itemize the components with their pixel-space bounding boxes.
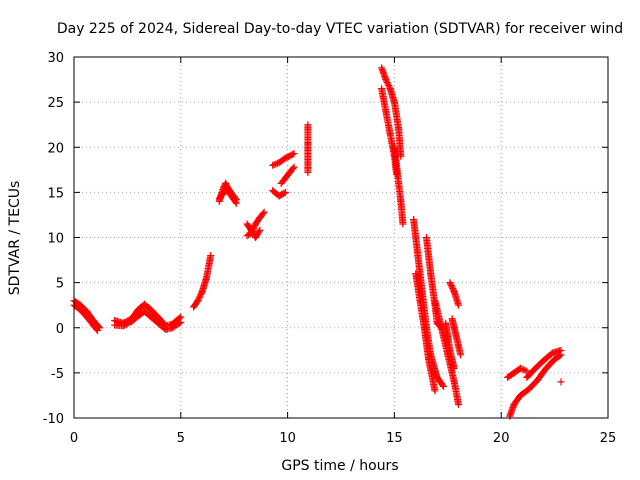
data-point <box>93 326 101 334</box>
data-point <box>194 297 202 305</box>
data-point <box>557 378 565 386</box>
x-tick-label: 0 <box>70 431 78 446</box>
axis-ticks: 0 5 10 15 20 25 -10 -5 0 5 10 15 20 25 30 <box>43 51 617 446</box>
x-tick-label: 10 <box>279 431 296 446</box>
y-tick-label: -10 <box>43 412 64 427</box>
data-point <box>447 280 455 288</box>
data-point <box>446 279 454 287</box>
data-point <box>195 295 203 303</box>
x-axis-label: GPS time / hours <box>281 458 398 474</box>
data-point <box>454 400 462 408</box>
data-point <box>196 292 204 300</box>
data-point <box>260 208 268 216</box>
data-point <box>256 226 264 234</box>
data-point <box>255 228 263 236</box>
data-point <box>557 346 565 354</box>
data-point <box>520 366 528 374</box>
data-point <box>457 351 465 359</box>
data-point <box>450 364 458 372</box>
data-point <box>231 198 239 206</box>
data-point <box>177 318 185 326</box>
grid <box>74 57 608 418</box>
data-point <box>449 286 457 294</box>
data-point <box>289 164 297 172</box>
data-point <box>195 294 203 302</box>
data-point <box>289 150 297 158</box>
data-point <box>222 179 230 187</box>
data-points <box>70 64 565 420</box>
data-point <box>175 319 183 327</box>
data-point <box>280 189 288 197</box>
chart-title: Day 225 of 2024, Sidereal Day-to-day VTE… <box>57 21 623 37</box>
data-point <box>439 381 447 389</box>
data-point <box>448 283 456 291</box>
data-point <box>385 82 393 90</box>
y-tick-label: 5 <box>56 277 64 292</box>
data-point <box>207 252 215 260</box>
data-point <box>449 285 457 293</box>
data-point <box>259 210 267 218</box>
data-point <box>383 77 391 85</box>
data-point <box>382 76 390 84</box>
data-point <box>222 181 230 189</box>
data-point <box>290 163 298 171</box>
data-point <box>281 188 289 196</box>
data-point <box>516 364 524 372</box>
data-point <box>383 79 391 87</box>
x-tick-label: 5 <box>177 431 185 446</box>
data-point <box>269 161 277 169</box>
data-point <box>399 220 407 228</box>
y-tick-label: 10 <box>47 232 64 247</box>
x-tick-label: 25 <box>600 431 617 446</box>
data-point <box>384 80 392 88</box>
data-point <box>521 366 529 374</box>
y-tick-label: 20 <box>47 141 64 156</box>
data-point <box>197 291 205 299</box>
x-tick-label: 20 <box>493 431 510 446</box>
data-point <box>447 282 455 290</box>
data-point <box>431 387 439 395</box>
data-point <box>92 325 100 333</box>
y-tick-label: 15 <box>47 186 64 201</box>
y-tick-label: 30 <box>47 51 64 66</box>
data-point <box>385 83 393 91</box>
data-point <box>454 301 462 309</box>
data-point <box>440 382 448 390</box>
data-point <box>232 199 240 207</box>
data-point <box>270 161 278 169</box>
y-tick-label: 25 <box>47 96 64 111</box>
data-point <box>397 152 405 160</box>
data-point <box>304 169 312 177</box>
data-point <box>290 150 298 158</box>
x-tick-label: 15 <box>386 431 403 446</box>
y-tick-label: 0 <box>56 322 64 337</box>
data-point <box>197 289 205 297</box>
y-axis-label: SDTVAR / TECUs <box>7 181 23 296</box>
data-point <box>272 160 280 168</box>
y-tick-label: -5 <box>51 367 64 382</box>
data-point <box>518 365 526 373</box>
